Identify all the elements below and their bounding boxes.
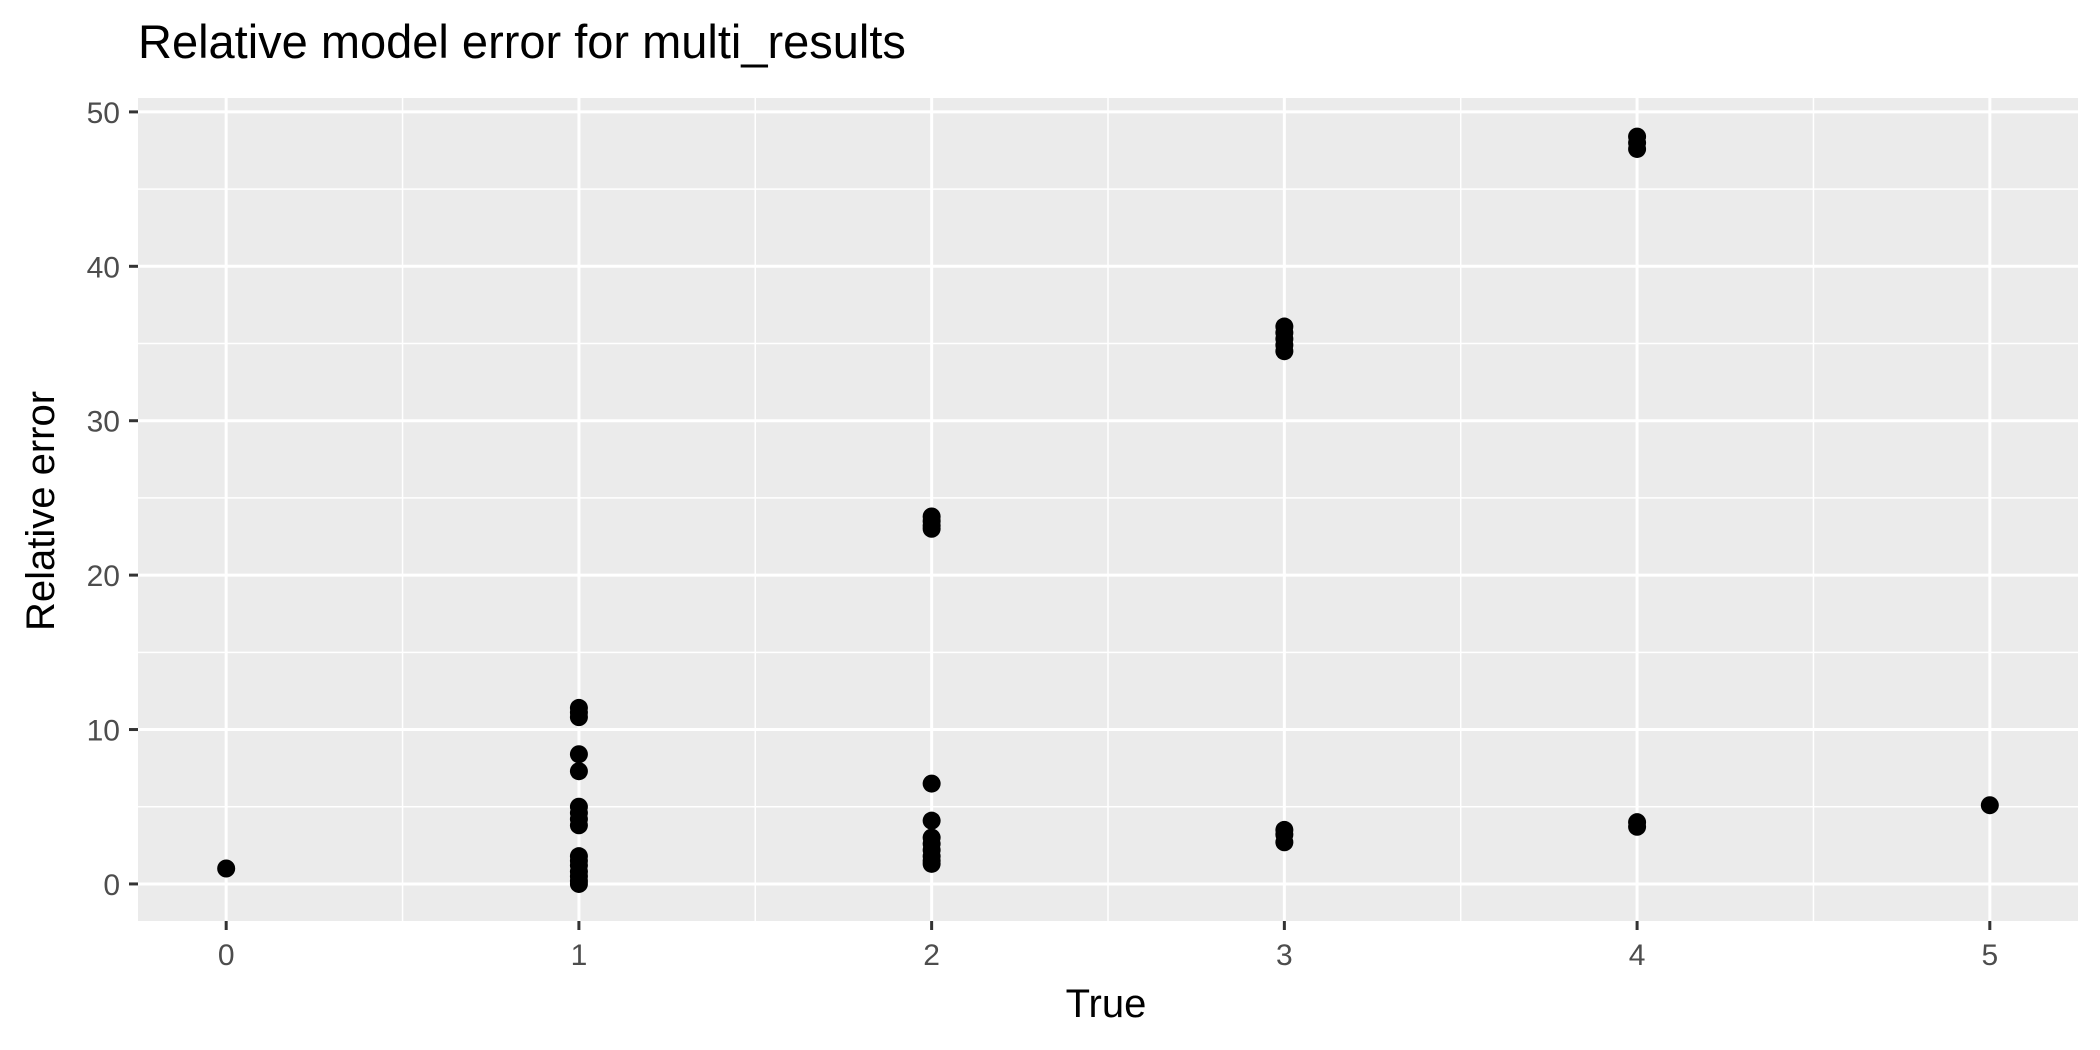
data-point — [569, 874, 588, 893]
data-point — [1628, 139, 1647, 158]
x-tick-label: 2 — [923, 939, 940, 972]
y-tick-label: 0 — [103, 869, 120, 902]
x-tick-label: 0 — [218, 939, 235, 972]
x-tick-label: 4 — [1629, 939, 1646, 972]
x-axis: 0 1 2 3 4 5 — [218, 921, 1998, 972]
data-point — [569, 762, 588, 781]
y-axis-title: Relative error — [19, 391, 63, 631]
data-point — [1628, 817, 1647, 836]
data-point — [569, 708, 588, 727]
x-tick-label: 1 — [571, 939, 588, 972]
data-point — [1980, 796, 1999, 815]
y-tick-label: 10 — [87, 715, 120, 748]
y-tick-label: 50 — [87, 97, 120, 130]
data-points — [217, 127, 1999, 893]
y-axis: 0 10 20 30 40 50 — [87, 97, 138, 902]
data-point — [1275, 833, 1294, 852]
major-gridlines — [138, 98, 2078, 921]
data-point — [922, 854, 941, 873]
y-tick-label: 40 — [87, 251, 120, 284]
data-point — [569, 816, 588, 835]
data-point — [1275, 342, 1294, 361]
data-point — [922, 774, 941, 793]
chart-title: Relative model error for multi_results — [138, 15, 906, 68]
y-tick-label: 30 — [87, 406, 120, 439]
data-point — [569, 745, 588, 764]
y-tick-label: 20 — [87, 560, 120, 593]
data-point — [922, 811, 941, 830]
data-point — [217, 859, 236, 878]
x-tick-label: 5 — [1981, 939, 1998, 972]
data-point — [922, 519, 941, 538]
x-tick-label: 3 — [1276, 939, 1293, 972]
x-axis-title: True — [1066, 982, 1147, 1026]
minor-gridlines — [138, 98, 2078, 921]
